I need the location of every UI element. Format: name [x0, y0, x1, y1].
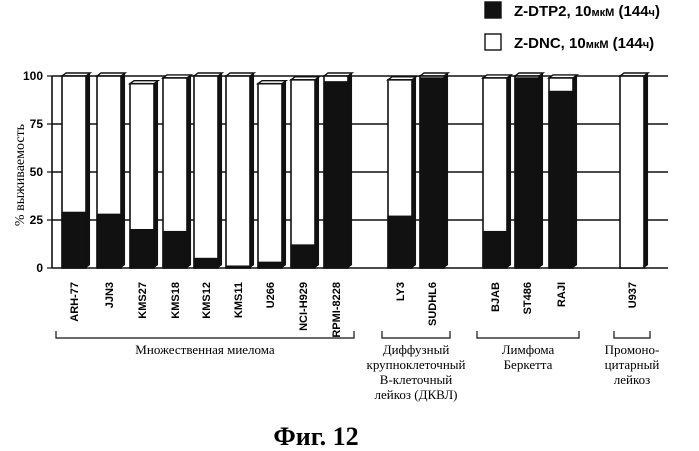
group-1: ДиффузныйкрупноклеточныйВ-клеточныйлейко… — [367, 331, 466, 402]
bar-segment-z-dtp2 — [549, 91, 573, 268]
x-tick-label: KMS27 — [137, 282, 149, 319]
bar-segment-z-dnc — [194, 76, 218, 268]
bar-segment-z-dtp2 — [515, 78, 539, 268]
group-label-line: цитарный — [605, 357, 660, 372]
bar-rpmi-8228 — [324, 73, 352, 268]
bar-segment-z-dtp2 — [324, 82, 348, 268]
bar-segment-z-dnc — [226, 76, 250, 268]
y-tick-label: 25 — [30, 213, 44, 227]
x-tick-label: KMS12 — [201, 282, 213, 319]
x-tick-label: NCI-H929 — [298, 282, 310, 331]
group-label-line: крупноклеточный — [367, 357, 466, 372]
y-axis-title: % выживаемость — [13, 124, 28, 226]
bar-jjn3 — [97, 73, 125, 268]
group-2: ЛимфомаБеркетта — [477, 331, 579, 372]
x-tick-label: U937 — [627, 282, 639, 308]
group-label-line: лейкоз (ДКВЛ) — [375, 387, 458, 402]
legend-label: Z-DTP2, 10мкМ (144ч) — [514, 3, 660, 20]
bar-sudhl6 — [420, 73, 448, 268]
bar-segment-z-dtp2 — [483, 232, 507, 268]
bar-bjab — [483, 75, 511, 268]
bar-segment-z-dtp2 — [226, 266, 250, 268]
group-bracket — [614, 331, 650, 338]
bar-segment-z-dtp2 — [258, 262, 282, 268]
x-tick-label: BJAB — [490, 282, 502, 312]
bar-kms27 — [130, 81, 158, 268]
bar-u266 — [258, 81, 286, 268]
x-tick-label: RPMI-8228 — [331, 282, 343, 338]
bar-segment-z-dtp2 — [388, 216, 412, 268]
legend-item-0: Z-DTP2, 10мкМ (144ч) — [485, 2, 660, 20]
group-3: Промоно-цитарныйлейкоз — [605, 331, 660, 387]
group-bracket — [56, 331, 354, 338]
bar-segment-z-dnc — [258, 84, 282, 268]
legend-swatch — [485, 2, 501, 18]
group-bracket — [477, 331, 579, 338]
x-tick-label: JJN3 — [104, 282, 116, 308]
bar-raji — [549, 75, 577, 268]
y-tick-label: 100 — [23, 69, 43, 83]
group-bracket — [382, 331, 450, 338]
bar-segment-z-dtp2 — [420, 78, 444, 268]
bar-kms12 — [194, 73, 222, 268]
group-label-line: лейкоз — [614, 372, 651, 387]
x-tick-label: SUDHL6 — [427, 282, 439, 326]
group-0: Множественная миелома — [56, 331, 354, 357]
group-label-line: Промоно- — [605, 342, 660, 357]
x-tick-label: LY3 — [395, 282, 407, 301]
legend-swatch — [485, 34, 501, 50]
group-label-line: Лимфома — [502, 342, 555, 357]
x-tick-label: KMS18 — [170, 282, 182, 319]
bar-segment-z-dtp2 — [130, 230, 154, 268]
bar-segment-z-dtp2 — [62, 212, 86, 268]
y-tick-label: 0 — [36, 261, 43, 275]
bar-segment-z-dtp2 — [291, 245, 315, 268]
bar-kms11 — [226, 73, 254, 268]
x-tick-label: ARH-77 — [69, 282, 81, 322]
x-tick-label: ST486 — [522, 282, 534, 314]
group-label-line: Множественная миелома — [135, 342, 275, 357]
y-tick-label: 75 — [30, 117, 44, 131]
x-tick-label: U266 — [265, 282, 277, 308]
bar-nci-h929 — [291, 77, 319, 268]
group-labels: Множественная миелома Диффузныйкрупноклет… — [56, 331, 659, 402]
bar-segment-z-dtp2 — [163, 232, 187, 268]
x-tick-label: RAJI — [556, 282, 568, 307]
x-tick-label: KMS11 — [233, 282, 245, 318]
group-label-line: Беркетта — [504, 357, 553, 372]
group-label-line: В-клеточный — [380, 372, 452, 387]
bar-st486 — [515, 73, 543, 268]
group-label-line: Диффузный — [383, 342, 450, 357]
bar-segment-z-dtp2 — [97, 214, 121, 268]
bar-segment-z-dnc — [620, 76, 644, 268]
bar-arh-77 — [62, 73, 90, 268]
bar-ly3 — [388, 77, 416, 268]
x-tick-labels: ARH-77 JJN3 KMS27 KMS18 KMS12 KMS11 U266 NCI-H9… — [69, 282, 639, 338]
bar-kms18 — [163, 75, 191, 268]
bar-segment-z-dnc — [291, 80, 315, 268]
legend: Z-DTP2, 10мкМ (144ч) Z-DNC, 10мкМ (144ч) — [485, 2, 660, 52]
bar-segment-z-dtp2 — [194, 258, 218, 268]
legend-item-1: Z-DNC, 10мкМ (144ч) — [485, 34, 654, 52]
legend-label: Z-DNC, 10мкМ (144ч) — [514, 35, 654, 52]
figure-caption: Фиг. 12 — [273, 422, 358, 451]
bars — [62, 73, 648, 268]
bar-u937 — [620, 73, 648, 268]
y-tick-label: 50 — [30, 165, 44, 179]
